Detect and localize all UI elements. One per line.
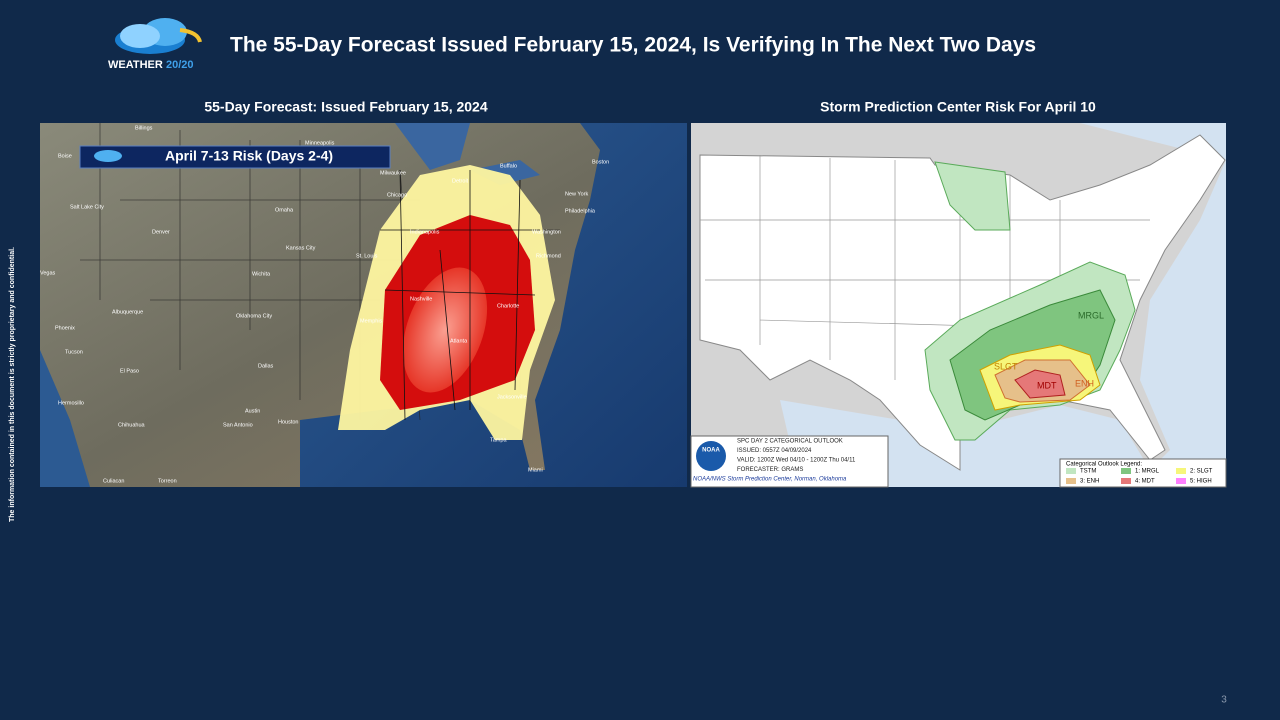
city-label: Kansas City [286,245,316,251]
slide-title: The 55-Day Forecast Issued February 15, … [230,34,1036,57]
city-label: Richmond [536,253,561,259]
city-label: Chihuahua [118,422,146,428]
city-label: Culiacan [103,478,124,484]
legend-swatch [1066,468,1076,474]
risk-label: MRGL [1078,310,1104,320]
city-label: Albuquerque [112,309,143,315]
city-label: Indianapolis [410,229,440,235]
city-label: Chicago [387,192,407,198]
city-label: San Antonio [223,422,253,428]
city-label: Memphis [360,318,383,324]
legend-swatch [1121,478,1131,484]
city-label: Washington [532,229,561,235]
city-label: Omaha [275,207,294,213]
panel-title: 55-Day Forecast: Issued February 15, 202… [204,99,487,115]
spc-map: MRGL SLGT MDT ENH NOAA SPC DAY 2 CATEGOR… [690,123,1227,488]
city-label: Boise [58,153,72,159]
city-label: New York [565,191,588,197]
city-label: Oklahoma City [236,313,272,319]
legend-label: 3: ENH [1080,479,1099,485]
city-label: Dallas [258,363,274,369]
city-label: Boston [592,159,609,165]
city-label: Buffalo [500,163,517,169]
city-label: Austin [245,408,260,414]
city-label: Tucson [65,349,83,355]
logo-word: WEATHER [108,59,163,71]
legend-label: 4: MDT [1135,479,1155,485]
page-number: 3 [1221,695,1227,706]
city-label: St. Louis [356,253,378,259]
city-label: Jacksonville [497,394,527,400]
city-label: Salt Lake City [70,204,104,210]
agency-logo: NOAA [702,448,720,454]
city-label: Tampa [490,437,507,443]
info-line: ISSUED: 0557Z 04/09/2024 [737,448,812,454]
legend-label: 1: MRGL [1135,469,1160,475]
risk-label: SLGT [994,361,1018,371]
panel-title: Storm Prediction Center Risk For April 1… [820,99,1096,115]
legend-swatch [1176,478,1186,484]
info-line: VALID: 1200Z Wed 04/10 - 1200Z Thu 04/11 [737,458,856,464]
logo: WEATHER 20/20 [108,18,202,71]
city-label: Phoenix [55,325,75,331]
city-label: Detroit [452,178,469,184]
risk-label: MDT [1037,380,1057,390]
forecast-map: April 7-13 Risk (Days 2-4) Billings Minne… [40,123,687,487]
city-label: Vegas [40,270,56,276]
city-label: Charlotte [497,303,519,309]
legend-swatch [1176,468,1186,474]
info-line: FORECASTER: GRAMS [737,467,803,473]
city-label: Billings [135,125,153,131]
side-note: The information contained in this docume… [9,247,16,522]
city-label: El Paso [120,368,139,374]
legend-title: Categorical Outlook Legend: [1066,462,1142,468]
city-label: Atlanta [450,338,468,344]
city-label: Hermosillo [58,400,84,406]
city-label: Milwaukee [380,170,406,176]
risk-label: ENH [1075,378,1094,388]
info-line: SPC DAY 2 CATEGORICAL OUTLOOK [737,439,843,445]
legend-swatch [1121,468,1131,474]
legend-label: 5: HIGH [1190,479,1212,485]
map-banner: April 7-13 Risk (Days 2-4) [165,148,333,164]
city-label: Wichita [252,271,271,277]
city-label: Philadelphia [565,208,596,214]
city-label: Torreon [158,478,177,484]
city-label: Nashville [410,296,432,302]
city-label: Miami [528,467,543,473]
legend-label: TSTM [1080,469,1096,475]
city-label: Houston [278,419,299,425]
legend-swatch [1066,478,1076,484]
legend-label: 2: SLGT [1190,469,1213,475]
city-label: Denver [152,229,170,235]
logo-number: 20/20 [166,59,194,71]
city-label: Minneapolis [305,140,335,146]
info-line: NOAA/NWS Storm Prediction Center, Norman… [693,477,847,483]
